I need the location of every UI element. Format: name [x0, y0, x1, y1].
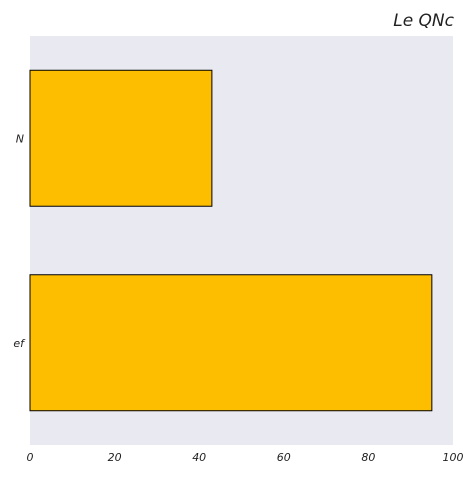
x-tick-label-0: 0	[27, 451, 34, 464]
x-tick-label-40: 40	[192, 451, 206, 464]
bar-ef	[29, 274, 433, 412]
y-tick-label-ef: ef	[13, 337, 26, 350]
bars-layer	[29, 69, 433, 412]
x-tick-label-80: 80	[361, 451, 375, 464]
x-tick-label-60: 60	[277, 451, 291, 464]
bar-N	[29, 69, 213, 207]
x-axis-tick-labels: 0 20 40 60 80 100	[27, 451, 464, 464]
x-tick-label-20: 20	[108, 451, 122, 464]
y-tick-label-N: N	[16, 132, 24, 145]
chart-title: Le QNc	[393, 11, 454, 31]
y-axis-tick-labels: Nef	[13, 132, 26, 350]
x-tick-label-100: 100	[443, 451, 464, 464]
